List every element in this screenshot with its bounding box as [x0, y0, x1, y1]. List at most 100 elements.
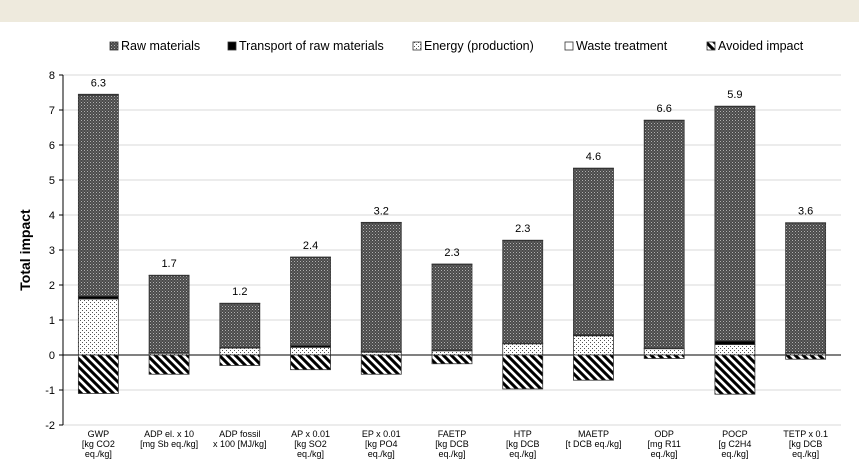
bar-segment: [573, 167, 614, 170]
legend-swatch: [109, 41, 119, 51]
bar-segment: [360, 354, 402, 375]
total-label: 3.2: [374, 205, 389, 217]
category-label: eq./kg]: [368, 449, 395, 459]
bar-segment: [431, 354, 473, 365]
y-tick-label: 0: [49, 350, 55, 362]
total-label: 2.4: [303, 240, 318, 252]
category-label: MAETP: [578, 429, 609, 439]
bar-segment: [431, 263, 473, 351]
bar-segment: [714, 106, 756, 342]
bar-segment: [77, 93, 119, 96]
bar-segment: [219, 347, 261, 356]
bar-segment: [714, 354, 756, 395]
bar-segment: [785, 354, 827, 360]
bar-segment: [431, 263, 473, 265]
y-axis-title: Total impact: [17, 209, 33, 291]
category-label: AP x 0.01: [291, 429, 330, 439]
category-label: [mg Sb eq./kg]: [140, 439, 198, 449]
legend-label: Raw materials: [121, 39, 200, 53]
bar-segment: [643, 354, 685, 359]
category-label: GWP: [88, 429, 110, 439]
legend-label: Transport of raw materials: [239, 39, 384, 53]
y-tick-label: -2: [45, 420, 55, 432]
total-label: 6.3: [91, 77, 106, 89]
bar-segment: [77, 354, 119, 394]
bar-segment: [148, 274, 190, 277]
bar-segment: [290, 256, 331, 346]
total-label: 2.3: [444, 247, 459, 259]
category-label: [kg DCB: [506, 439, 540, 449]
bar-segment: [643, 120, 685, 349]
category-label: eq./kg]: [509, 449, 536, 459]
category-label: eq./kg]: [792, 449, 819, 459]
category-label: ADP fossil: [219, 429, 260, 439]
y-tick-label: 4: [49, 210, 55, 222]
bar-segment: [714, 105, 756, 108]
y-tick-label: 7: [49, 105, 55, 117]
category-label: [kg DCB: [435, 439, 469, 449]
legend-swatch: [227, 41, 237, 51]
bar-segment: [502, 239, 544, 242]
bar-segment: [290, 256, 331, 258]
y-tick-label: 8: [49, 70, 55, 82]
bar-segment: [573, 335, 614, 356]
y-tick-label: 2: [49, 280, 55, 292]
y-tick-label: 1: [49, 315, 55, 327]
y-tick-label: -1: [45, 385, 55, 397]
legend-label: Avoided impact: [718, 39, 804, 53]
bar-segment: [714, 340, 756, 345]
top-band: [0, 0, 859, 22]
bar-segment: [290, 346, 331, 356]
bar-segment: [148, 354, 190, 375]
bar-segment: [219, 354, 261, 366]
legend-label: Waste treatment: [576, 39, 668, 53]
category-label: FAETP: [438, 429, 467, 439]
bar-segment: [219, 302, 261, 305]
category-label: HTP: [514, 429, 532, 439]
bar-segment: [573, 168, 614, 336]
category-label: eq./kg]: [438, 449, 465, 459]
y-tick-label: 6: [49, 140, 55, 152]
legend-swatch: [564, 41, 574, 51]
total-label: 1.7: [161, 258, 176, 270]
bar-segment: [785, 222, 827, 224]
bar-segment: [77, 94, 119, 297]
bar-segment: [431, 350, 473, 356]
category-label: [kg PO4: [365, 439, 398, 449]
category-label: EP x 0.01: [362, 429, 401, 439]
category-label: ADP el. x 10: [144, 429, 194, 439]
bar-segment: [785, 222, 827, 353]
category-label: x 100 [MJ/kg]: [213, 439, 267, 449]
bar-segment: [502, 354, 544, 390]
bar-segment: [360, 221, 402, 224]
bar-segment: [77, 295, 119, 300]
bar-segment: [573, 354, 614, 381]
legend-swatch: [412, 41, 422, 51]
category-label: [kg SO2: [294, 439, 327, 449]
category-label: POCP: [722, 429, 748, 439]
y-tick-label: 5: [49, 175, 55, 187]
bar-segment: [148, 275, 190, 353]
bar-segment: [502, 343, 544, 356]
bar-segment: [643, 119, 685, 122]
bar-segment: [290, 354, 331, 371]
category-label: eq./kg]: [721, 449, 748, 459]
category-label: ODP: [654, 429, 674, 439]
category-label: eq./kg]: [85, 449, 112, 459]
total-label: 3.6: [798, 206, 813, 218]
bars: [77, 93, 827, 395]
legend-swatch: [706, 41, 716, 51]
bar-segment: [360, 351, 402, 356]
category-label: eq./kg]: [651, 449, 678, 459]
category-label: [kg CO2: [82, 439, 115, 449]
bar-segment: [360, 222, 402, 352]
bar-segment: [502, 240, 544, 344]
bar-segment: [77, 298, 119, 356]
legend-label: Energy (production): [424, 39, 534, 53]
category-label: [kg DCB: [789, 439, 823, 449]
y-tick-label: 3: [49, 245, 55, 257]
bar-segment: [219, 303, 261, 348]
total-label: 1.2: [232, 286, 247, 298]
